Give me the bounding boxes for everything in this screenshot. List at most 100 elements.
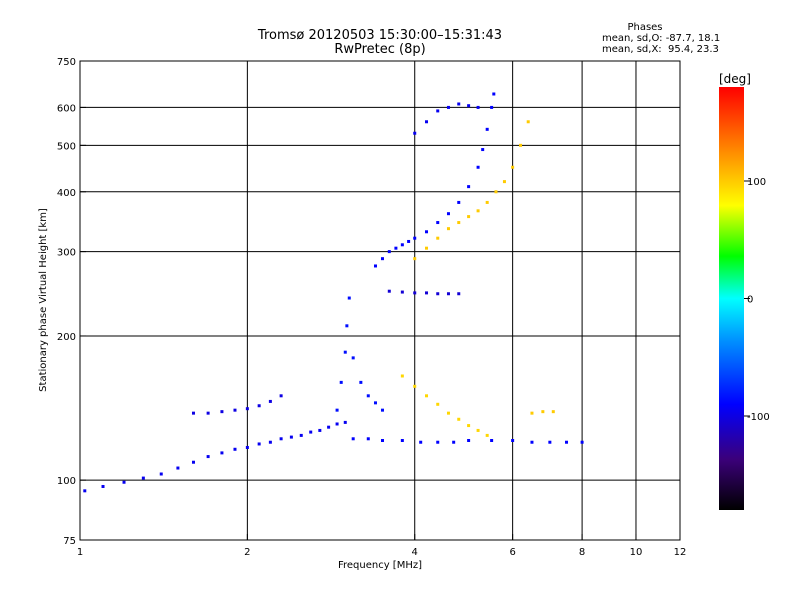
data-point: [299, 433, 303, 437]
data-point: [457, 417, 461, 421]
data-point: [467, 424, 471, 428]
data-point: [122, 480, 126, 484]
data-point: [176, 466, 180, 470]
colorbar-tick-label: -100: [747, 412, 770, 423]
chart-subtitle: RwPretec (8p): [334, 42, 426, 57]
grid-lines: [80, 61, 680, 540]
data-point: [141, 476, 145, 480]
data-point: [257, 404, 261, 408]
data-point: [425, 246, 429, 250]
data-point: [419, 440, 423, 444]
data-point: [490, 105, 494, 109]
data-point: [387, 250, 391, 254]
colorbar: [719, 87, 744, 510]
data-point: [268, 399, 272, 403]
colorbar-tick-label: 0: [747, 295, 753, 306]
data-point: [519, 143, 523, 147]
data-point: [436, 440, 440, 444]
plot-frame: [79, 60, 681, 541]
data-point: [530, 440, 534, 444]
data-point: [335, 422, 339, 426]
data-point: [400, 290, 404, 294]
y-tick-label: 400: [57, 188, 76, 199]
data-point: [83, 489, 87, 493]
chart-title: Tromsø 20120503 15:30:00–15:31:43: [257, 28, 503, 43]
x-tick-label: 10: [630, 547, 643, 558]
data-point: [351, 437, 355, 441]
data-point: [446, 105, 450, 109]
data-point: [457, 292, 461, 296]
x-tick-label: 2: [244, 547, 250, 558]
y-tick-label: 300: [57, 248, 76, 259]
data-point: [476, 165, 480, 169]
data-point: [257, 442, 261, 446]
y-tick-label: 100: [57, 476, 76, 487]
data-point: [551, 410, 555, 414]
data-point: [467, 185, 471, 189]
data-point: [548, 440, 552, 444]
data-point: [394, 246, 398, 250]
colorbar-tick-label: 100: [747, 177, 766, 188]
data-point: [400, 439, 404, 443]
data-point: [467, 439, 471, 443]
data-point: [318, 428, 322, 432]
data-point: [339, 380, 343, 384]
x-tick-label: 4: [412, 547, 418, 558]
data-point: [191, 411, 195, 415]
x-tick-label: 8: [579, 547, 585, 558]
data-point: [452, 440, 456, 444]
data-point: [413, 384, 417, 388]
data-point: [457, 200, 461, 204]
data-point: [476, 428, 480, 432]
data-point: [268, 440, 272, 444]
x-tick-label: 1: [77, 547, 83, 558]
data-point: [206, 455, 210, 459]
data-point: [343, 420, 347, 424]
y-tick-label: 200: [57, 332, 76, 343]
data-point: [425, 230, 429, 234]
phases-o-mode-stats: mean, sd,O: -87.7, 18.1: [602, 33, 721, 44]
data-point: [351, 356, 355, 360]
data-point: [467, 215, 471, 219]
data-point: [526, 120, 530, 124]
data-point: [380, 257, 384, 261]
data-point: [233, 447, 237, 451]
data-point: [446, 411, 450, 415]
data-point: [436, 236, 440, 240]
data-point: [457, 221, 461, 225]
data-point: [425, 394, 429, 398]
data-point: [191, 460, 195, 464]
data-point: [425, 291, 429, 295]
colorbar-label: [deg]: [719, 72, 751, 86]
data-point: [347, 296, 351, 300]
data-point: [220, 410, 224, 414]
data-point: [485, 200, 489, 204]
x-tick-label: 6: [509, 547, 515, 558]
data-point: [511, 439, 515, 443]
data-point: [446, 227, 450, 231]
data-point: [490, 439, 494, 443]
data-point: [436, 402, 440, 406]
data-point: [345, 324, 349, 328]
data-point: [494, 190, 498, 194]
data-point: [380, 408, 384, 412]
data-point: [245, 407, 249, 411]
data-point: [485, 433, 489, 437]
data-point: [373, 401, 377, 405]
data-point: [159, 472, 163, 476]
data-point: [436, 109, 440, 113]
data-point: [481, 148, 485, 152]
data-point: [485, 127, 489, 131]
data-point: [407, 239, 411, 243]
data-point: [436, 221, 440, 225]
data-point: [436, 292, 440, 296]
data-point: [467, 104, 471, 108]
data-point: [492, 92, 496, 96]
y-tick-label: 75: [63, 536, 76, 547]
data-point: [541, 410, 545, 414]
data-point: [502, 180, 506, 184]
data-point: [580, 440, 584, 444]
data-point: [476, 105, 480, 109]
data-point: [279, 394, 283, 398]
